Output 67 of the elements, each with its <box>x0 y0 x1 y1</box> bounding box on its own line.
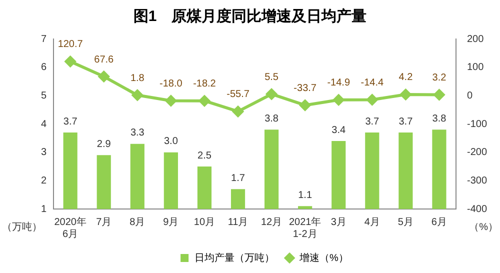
x-tick-label: 3月 <box>330 216 346 228</box>
legend-label: 增速（%） <box>298 252 348 264</box>
y-axis-title: （万吨） <box>2 220 42 233</box>
data-label: 5.5 <box>264 72 279 83</box>
x-tick-label: 8月 <box>130 216 146 228</box>
data-label: 3.2 <box>432 72 447 84</box>
point <box>165 95 176 106</box>
data-label: -18.2 <box>193 78 216 90</box>
data-label: 3.8 <box>432 113 447 124</box>
point <box>434 89 445 100</box>
y2-tick-label: -200 <box>466 147 488 158</box>
data-label: -14.4 <box>360 77 384 88</box>
data-label: -18.0 <box>160 78 183 90</box>
data-label: 4.2 <box>398 72 414 84</box>
data-label: -14.9 <box>327 78 350 89</box>
y2-tick-label: 100 <box>466 62 484 74</box>
x-tick-label: 7月 <box>96 216 112 228</box>
point <box>198 95 210 106</box>
x-tick-label: 2020年 6月 <box>54 216 86 240</box>
y2-tick-label: 200 <box>466 34 484 45</box>
data-label: -33.7 <box>294 82 317 94</box>
point <box>98 71 110 82</box>
point <box>400 88 412 100</box>
data-label: 1.8 <box>130 72 145 84</box>
data-label: 3.7 <box>63 116 78 128</box>
point <box>333 94 344 106</box>
y-tick-label: 3 <box>41 147 47 158</box>
x-tick-label: 5月 <box>398 216 414 228</box>
point <box>64 56 76 67</box>
y2-tick-label: -400 <box>466 204 488 215</box>
y-tick-label: 7 <box>41 34 47 45</box>
y-tick-label: 2 <box>41 175 47 186</box>
y-tick-label: 4 <box>41 118 47 130</box>
point <box>300 100 311 111</box>
x-tick-label: 6月 <box>431 216 447 228</box>
data-label: 1.7 <box>231 172 246 184</box>
point <box>366 94 378 106</box>
data-label: 1.1 <box>298 190 312 201</box>
data-label: 2.5 <box>198 150 212 162</box>
point <box>266 88 278 100</box>
data-label: 3.7 <box>398 116 414 128</box>
data-label: 3.8 <box>264 113 279 124</box>
y-tick-label: 5 <box>41 90 47 102</box>
chart-title: 图1 原煤月度同比增速及日均产量 <box>132 7 368 27</box>
x-tick-label: 9月 <box>163 216 179 228</box>
y2-tick-label: 0 <box>466 90 473 102</box>
data-label: 3.0 <box>164 136 178 148</box>
x-tick-label: 4月 <box>364 216 380 228</box>
y-tick-label: 1 <box>41 204 47 215</box>
point <box>132 90 143 101</box>
data-label: 120.7 <box>58 39 84 50</box>
y2-tick-label: -100 <box>466 118 488 130</box>
y-tick-label: 6 <box>41 62 47 74</box>
legend-label: 日均产量（万吨） <box>194 252 275 264</box>
x-tick-label: 12月 <box>260 216 282 228</box>
data-label: -55.7 <box>226 89 250 100</box>
point <box>232 106 244 117</box>
data-label: 3.3 <box>130 128 145 139</box>
x-tick-label: 10月 <box>194 216 216 228</box>
data-label: 3.7 <box>365 116 380 128</box>
data-label: 2.9 <box>96 138 112 150</box>
y2-tick-label: -300 <box>466 175 488 186</box>
data-label: 3.4 <box>332 124 346 136</box>
y2-axis-title: （%） <box>469 222 498 233</box>
x-tick-label: 11月 <box>228 216 248 228</box>
data-label: 67.6 <box>94 54 114 66</box>
x-tick-label: 2021年 1-2月 <box>288 216 322 240</box>
